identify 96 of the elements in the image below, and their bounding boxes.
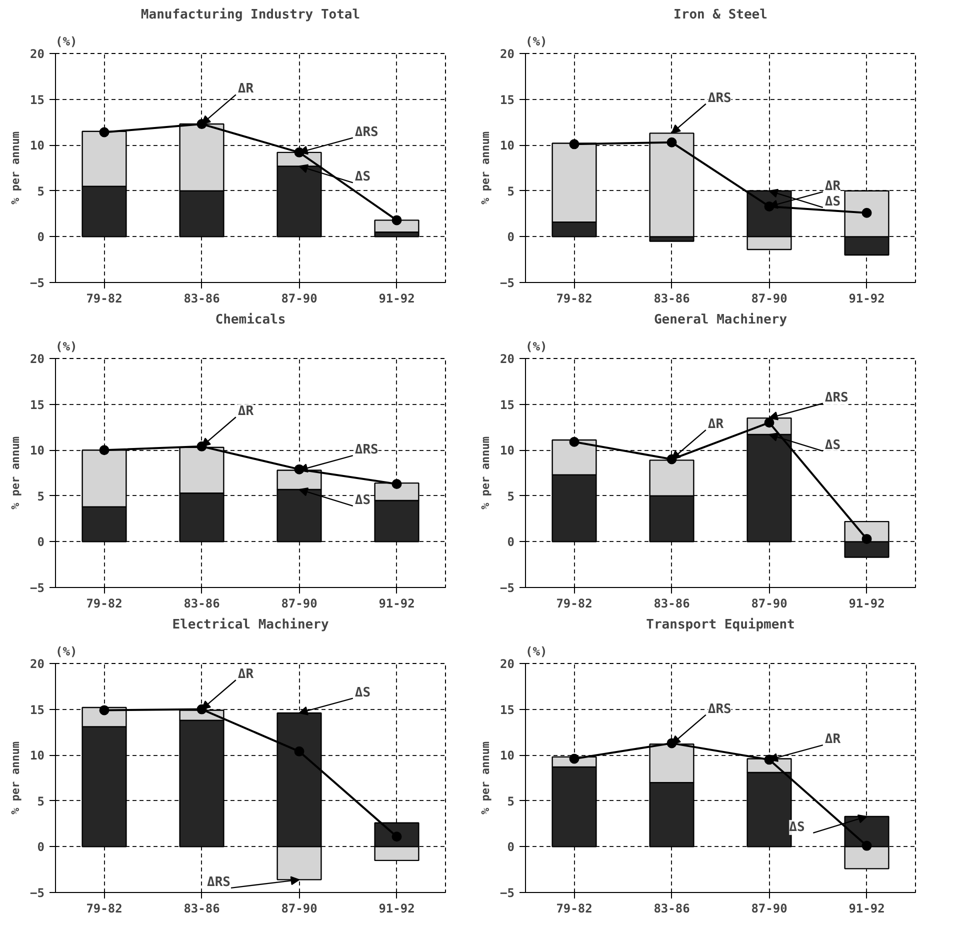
y-tick-label: 0 [507, 535, 515, 550]
y-tick-label: 5 [37, 489, 45, 504]
y-tick-label: 15 [30, 92, 45, 107]
x-tick-label: 91-92 [378, 902, 415, 916]
chart-title: Iron & Steel [674, 8, 768, 22]
y-tick-label: 20 [30, 657, 45, 671]
y-tick-label: 0 [37, 230, 45, 244]
x-tick-label: 83-86 [184, 596, 220, 610]
y-tick-label: 0 [37, 840, 45, 854]
text: (%) [526, 644, 548, 658]
y-tick-label: 5 [507, 794, 515, 808]
y-tick-label: 0 [507, 840, 515, 854]
x-tick-label: 91-92 [378, 292, 415, 306]
x-tick-label: 83-86 [654, 902, 690, 916]
annotation: ΔRS [708, 90, 732, 106]
x-tick-label: 79-82 [86, 596, 122, 610]
y-tick-label: 10 [500, 444, 515, 458]
text: (%) [56, 34, 78, 48]
x-tick-label: 91-92 [848, 292, 885, 306]
y-tick-label: 0 [507, 230, 515, 244]
annotation: ΔR [824, 178, 841, 194]
text: (%) [56, 340, 78, 354]
y-tick-label: 10 [30, 138, 45, 153]
annotation: ΔS [824, 194, 841, 210]
x-tick-label: 87-90 [751, 596, 788, 610]
y-axis-title: % per annum [9, 131, 22, 204]
x-tick-label: 87-90 [281, 292, 318, 306]
x-tick-label: 91-92 [378, 596, 415, 610]
y-tick-label: 15 [500, 92, 515, 107]
annotation: ΔRS [708, 702, 732, 717]
chart-title: Transport Equipment [646, 618, 795, 632]
y-tick-label: 0 [37, 535, 45, 550]
y-tick-label: 20 [30, 352, 45, 366]
annotation: ΔS [824, 438, 841, 454]
y-tick-label: 10 [30, 444, 45, 458]
y-tick-label: 5 [37, 794, 45, 808]
annotation: ΔRS [354, 442, 379, 458]
y-tick-label: 15 [500, 702, 515, 717]
text: (%) [526, 340, 548, 354]
annotation: ΔS [354, 492, 371, 508]
annotation: ΔRS [207, 874, 231, 890]
y-axis-title: % per annum [479, 741, 492, 814]
y-tick-label: 20 [500, 47, 515, 61]
x-tick-label: 83-86 [654, 596, 690, 610]
chart-title: Manufacturing Industry Total [140, 8, 360, 22]
y-tick-label: −5 [500, 276, 515, 290]
y-axis-title: % per annum [479, 131, 492, 204]
y-tick-label: 15 [30, 398, 45, 412]
y-tick-label: −5 [30, 886, 45, 900]
x-tick-label: 79-82 [86, 902, 122, 916]
x-tick-label: 83-86 [184, 902, 220, 916]
y-tick-label: 15 [30, 702, 45, 717]
annotation: ΔRS [824, 390, 849, 406]
x-tick-label: 87-90 [751, 292, 788, 306]
y-tick-label: −5 [30, 276, 45, 290]
text: (%) [56, 644, 78, 658]
y-tick-label: 5 [37, 184, 45, 198]
x-tick-label: 87-90 [751, 902, 788, 916]
annotation: ΔR [238, 666, 254, 682]
y-tick-label: 10 [500, 748, 515, 763]
annotation: ΔRS [354, 124, 379, 140]
annotation: ΔR [238, 82, 254, 97]
y-axis-title: % per annum [479, 436, 492, 510]
x-tick-label: 87-90 [281, 596, 318, 610]
chart-title: General Machinery [654, 312, 788, 328]
y-tick-label: −5 [500, 581, 515, 595]
x-tick-label: 83-86 [184, 292, 220, 306]
y-tick-label: 20 [500, 657, 515, 671]
chart-title: Chemicals [215, 312, 286, 328]
text: (%) [526, 34, 548, 48]
annotation: ΔR [238, 404, 254, 420]
y-tick-label: 10 [30, 748, 45, 763]
y-tick-label: 10 [500, 138, 515, 153]
x-tick-label: 87-90 [281, 902, 318, 916]
annotation: ΔS [354, 170, 371, 185]
annotation: ΔR [824, 732, 841, 748]
x-tick-label: 79-82 [86, 292, 122, 306]
x-tick-label: 91-92 [848, 902, 885, 916]
x-tick-label: 79-82 [556, 902, 592, 916]
y-tick-label: 20 [30, 47, 45, 61]
chart-title: Electrical Machinery [172, 618, 329, 632]
y-tick-label: 5 [507, 489, 515, 504]
x-tick-label: 79-82 [556, 292, 592, 306]
y-tick-label: −5 [30, 581, 45, 595]
x-tick-label: 91-92 [848, 596, 885, 610]
y-axis-title: % per annum [9, 436, 22, 510]
y-tick-label: 5 [507, 184, 515, 198]
y-tick-label: 15 [500, 398, 515, 412]
x-tick-label: 79-82 [556, 596, 592, 610]
annotation: ΔS [789, 820, 805, 835]
annotation: ΔS [354, 685, 371, 700]
annotation: ΔR [708, 416, 724, 432]
y-tick-label: −5 [500, 886, 515, 900]
y-axis-title: % per annum [9, 741, 22, 814]
y-tick-label: 20 [500, 352, 515, 366]
x-tick-label: 83-86 [654, 292, 690, 306]
